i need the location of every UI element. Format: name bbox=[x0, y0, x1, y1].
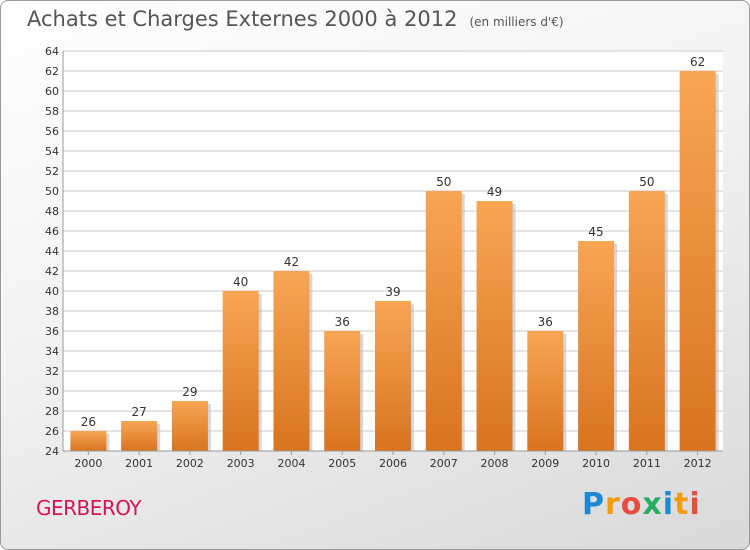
y-tick-label: 38 bbox=[45, 305, 59, 318]
y-tick-label: 46 bbox=[45, 225, 59, 238]
y-tick-label: 40 bbox=[45, 285, 59, 298]
x-tick-label-2000: 2000 bbox=[74, 457, 102, 470]
data-label-2012: 62 bbox=[690, 55, 705, 69]
x-tick-label-2006: 2006 bbox=[379, 457, 407, 470]
bar-2008 bbox=[476, 201, 513, 451]
x-tick-label-2004: 2004 bbox=[277, 457, 305, 470]
logo-letter: i bbox=[662, 487, 675, 522]
y-tick-label: 44 bbox=[45, 245, 59, 258]
y-tick-label: 56 bbox=[45, 125, 59, 138]
bar-2011 bbox=[628, 191, 665, 451]
data-label-2011: 50 bbox=[639, 175, 654, 189]
y-tick-label: 32 bbox=[45, 365, 59, 378]
logo-letter: r bbox=[605, 487, 621, 522]
bars bbox=[70, 71, 719, 451]
y-tick-label: 64 bbox=[45, 45, 59, 58]
y-tick-label: 34 bbox=[45, 345, 59, 358]
x-tick-label-2010: 2010 bbox=[582, 457, 610, 470]
y-tick-label: 36 bbox=[45, 325, 59, 338]
bar-2001 bbox=[121, 421, 158, 451]
data-label-2010: 45 bbox=[588, 225, 603, 239]
data-label-2007: 50 bbox=[436, 175, 451, 189]
data-labels: 26 27 29 40 42 36 39 50 49 36 45 50 62 bbox=[81, 55, 706, 429]
y-tick-label: 24 bbox=[45, 445, 59, 458]
data-label-2009: 36 bbox=[538, 315, 553, 329]
data-label-2004: 42 bbox=[284, 255, 299, 269]
bar-2006 bbox=[375, 301, 411, 451]
logo-letter: i bbox=[689, 487, 701, 522]
bar-2000 bbox=[70, 431, 107, 451]
data-label-2002: 29 bbox=[182, 385, 197, 399]
bar-2012 bbox=[679, 71, 716, 451]
y-tick-label: 54 bbox=[45, 145, 59, 158]
y-tick-label: 50 bbox=[45, 185, 59, 198]
bar-2002 bbox=[171, 401, 208, 451]
y-tick-label: 60 bbox=[45, 85, 59, 98]
commune-name: GERBEROY bbox=[36, 496, 142, 520]
logo-letter: x bbox=[642, 487, 663, 522]
data-label-2005: 36 bbox=[335, 315, 350, 329]
data-label-2006: 39 bbox=[385, 285, 400, 299]
x-tick-label-2003: 2003 bbox=[227, 457, 255, 470]
y-tick-label: 52 bbox=[45, 165, 59, 178]
bar-2004 bbox=[273, 271, 310, 451]
y-tick-label: 58 bbox=[45, 105, 59, 118]
data-label-2001: 27 bbox=[132, 405, 147, 419]
x-tick-label-2002: 2002 bbox=[176, 457, 204, 470]
y-tick-label: 48 bbox=[45, 205, 59, 218]
y-tick-label: 42 bbox=[45, 265, 59, 278]
logo-letter: t bbox=[674, 487, 690, 522]
bar-2007 bbox=[425, 191, 462, 451]
x-tick-label-2005: 2005 bbox=[328, 457, 356, 470]
chart-title-text: Achats et Charges Externes 2000 à 2012 bbox=[27, 7, 458, 31]
data-label-2003: 40 bbox=[233, 275, 248, 289]
chart-unit: (en milliers d'€) bbox=[469, 15, 564, 29]
chart-title: Achats et Charges Externes 2000 à 2012 (e… bbox=[27, 7, 564, 31]
x-tick-label-2011: 2011 bbox=[633, 457, 661, 470]
y-tick-label: 26 bbox=[45, 425, 59, 438]
x-tick-label-2009: 2009 bbox=[531, 457, 559, 470]
bar-2010 bbox=[578, 241, 615, 451]
bar-2003 bbox=[222, 291, 259, 451]
x-tick-label-2007: 2007 bbox=[430, 457, 458, 470]
axes: 24 26 28 30 32 34 36 38 40 42 44 46 48 50 52 54 56 58 60 62… bbox=[45, 45, 723, 470]
proxiti-logo: Proxiti bbox=[582, 487, 701, 522]
data-label-2008: 49 bbox=[487, 185, 502, 199]
x-tick-label-2012: 2012 bbox=[684, 457, 712, 470]
y-tick-label: 28 bbox=[45, 405, 59, 418]
bar-2009 bbox=[527, 331, 564, 451]
x-tick-label-2008: 2008 bbox=[481, 457, 509, 470]
logo-letter: P bbox=[582, 487, 605, 522]
y-tick-label: 30 bbox=[45, 385, 59, 398]
bar-2005 bbox=[324, 331, 361, 451]
data-label-2000: 26 bbox=[81, 415, 96, 429]
y-tick-label: 62 bbox=[45, 65, 59, 78]
logo-letter: o bbox=[620, 487, 643, 522]
x-tick-label-2001: 2001 bbox=[125, 457, 153, 470]
